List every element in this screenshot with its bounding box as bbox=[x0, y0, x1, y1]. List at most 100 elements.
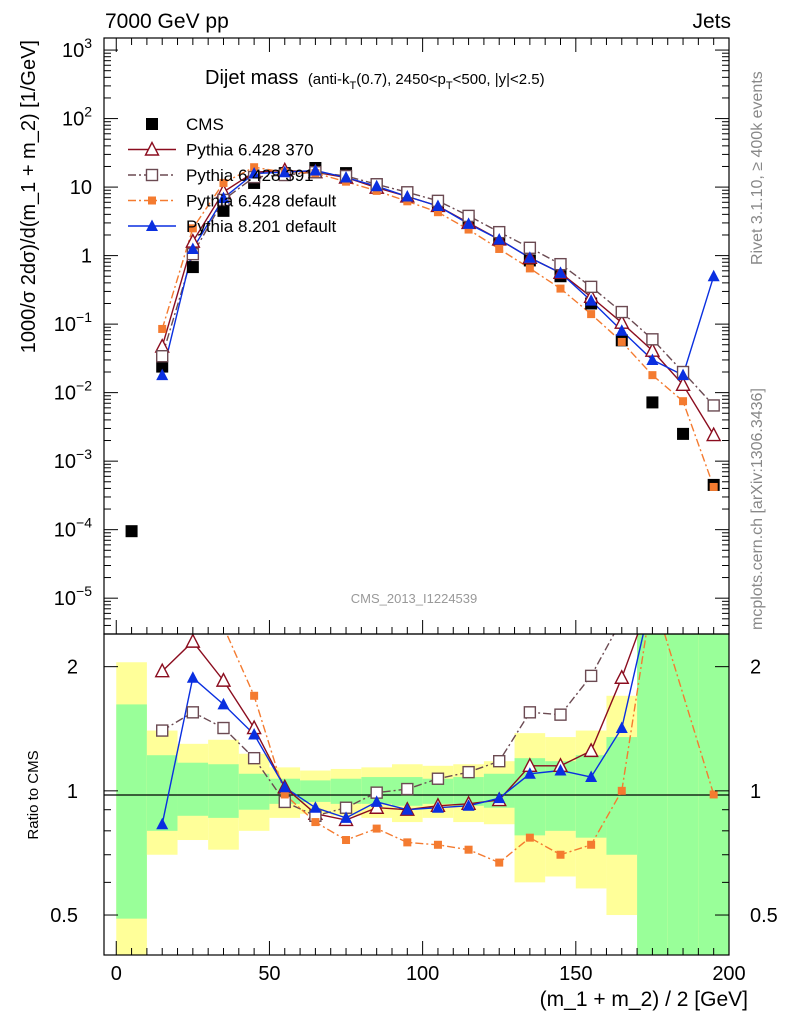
main-y-tick-label-4: 10−1 bbox=[54, 309, 92, 336]
ratio-point-p6_391-13 bbox=[554, 708, 567, 721]
ratio-point-p8_default-11 bbox=[493, 791, 506, 804]
ratio-point-p6_default-6 bbox=[342, 836, 351, 845]
ratio-point-p6_391-14 bbox=[584, 669, 598, 683]
main-point-p8_default-11 bbox=[493, 232, 506, 245]
title-sub-1: (anti-k bbox=[308, 71, 350, 88]
title-sub-5: <500, |y|<2.5) bbox=[453, 71, 545, 88]
ratio-y-tick-label-right-1: 1 bbox=[750, 781, 761, 803]
main-point-p8_default-4 bbox=[278, 165, 291, 178]
ratio-panel-series bbox=[154, 587, 718, 867]
main-point-p8_default-2 bbox=[217, 191, 230, 204]
main-y-tick-base-2: 10 bbox=[54, 451, 76, 473]
main-point-p8_default-18 bbox=[707, 269, 720, 282]
ratio-point-p6_370-14 bbox=[583, 742, 599, 758]
legend-label-p6_391: Pythia 6.428 391 bbox=[186, 166, 314, 185]
ratio-point-p8_default-0 bbox=[156, 817, 169, 830]
ratio-point-p6_default-10 bbox=[464, 845, 473, 854]
ratio-point-p8_default-12 bbox=[523, 767, 536, 779]
band-inner-6 bbox=[300, 780, 331, 802]
band-inner-2 bbox=[177, 762, 209, 816]
legend-marker-p6_default bbox=[148, 196, 156, 205]
title-main: Dijet mass bbox=[205, 67, 298, 89]
legend-label-p6_default: Pythia 6.428 default bbox=[186, 192, 337, 211]
main-point-p6_default-17 bbox=[679, 397, 688, 406]
ratio-point-p6_391-16 bbox=[647, 589, 658, 600]
main-y-tick-base-0: 10 bbox=[54, 588, 76, 610]
ratio-point-p6_370-15 bbox=[614, 669, 630, 684]
main-y-tick-base-6: 10 bbox=[70, 177, 92, 199]
ratio-point-p6_370-7 bbox=[369, 799, 385, 814]
ratio-y-tick-label-left-1: 1 bbox=[67, 781, 78, 803]
mcplots-label: mcplots.cern.ch [arXiv:1306.3436] bbox=[749, 388, 766, 630]
ratio-point-p6_370-16 bbox=[646, 587, 659, 600]
main-point-p6_default-10 bbox=[464, 225, 473, 234]
main-point-p8_default-8 bbox=[401, 189, 414, 202]
main-y-tick-label-3: 10−2 bbox=[54, 378, 92, 405]
main-point-cms-1 bbox=[156, 360, 169, 373]
main-point-p6_370-18 bbox=[706, 426, 722, 442]
axis-ticks: 0 50 100 150 20010−510−410−310−210−111010210… bbox=[50, 35, 778, 985]
ratio-point-p6_391-10 bbox=[462, 765, 475, 779]
main-y-tick-exp-8: 3 bbox=[84, 35, 92, 51]
ratio-point-p6_391-3 bbox=[247, 751, 261, 765]
x-tick-label-200: 200 bbox=[712, 963, 745, 985]
ratio-point-p6_default-11 bbox=[495, 858, 504, 867]
main-point-p6_default-15 bbox=[617, 337, 626, 346]
main-point-p6_default-18 bbox=[709, 482, 718, 491]
ratio-point-p8_default-4 bbox=[278, 780, 291, 793]
ratio-point-p6_default-9 bbox=[433, 840, 442, 849]
ratio-point-p8_default-1 bbox=[186, 671, 199, 683]
ratio-y-tick-label-right-2: 2 bbox=[750, 657, 761, 679]
band-inner-7 bbox=[330, 778, 362, 804]
main-point-p8_default-0 bbox=[156, 368, 169, 381]
ratio-point-p8_default-10 bbox=[462, 799, 475, 811]
main-point-p6_391-16 bbox=[646, 333, 659, 346]
main-point-p8_default-14 bbox=[585, 294, 598, 306]
title-sub-3: (0.7), 2450<p bbox=[356, 71, 446, 88]
ratio-point-p6_391-15 bbox=[616, 614, 627, 625]
ratio-point-p6_default-16 bbox=[648, 590, 656, 598]
main-y-axis-label: 1000/σ 2dσ)/d(m_1 + m_2) [1/GeV] bbox=[18, 40, 40, 353]
legend-label-p6_370: Pythia 6.428 370 bbox=[186, 141, 314, 160]
ratio-point-p8_default-7 bbox=[370, 795, 383, 807]
rivet-label: Rivet 3.1.10, ≥ 400k events bbox=[749, 71, 766, 265]
main-y-tick-label-0: 10−5 bbox=[54, 583, 92, 610]
x-tick-label-150: 150 bbox=[559, 963, 592, 985]
main-point-p6_370-17 bbox=[675, 376, 691, 392]
legend-label-p8_default: Pythia 8.201 default bbox=[186, 217, 337, 236]
ratio-line-p6_391 bbox=[161, 634, 615, 817]
ratio-y-tick-label-left-2: 2 bbox=[67, 657, 78, 679]
main-point-p8_default-10 bbox=[462, 217, 475, 229]
main-y-tick-base-7: 10 bbox=[62, 109, 84, 131]
ratio-point-p8_default-3 bbox=[248, 727, 261, 740]
ratio-point-p6_default-7 bbox=[372, 824, 381, 833]
ratio-point-p8_default-5 bbox=[309, 801, 322, 813]
main-y-tick-exp-2: −3 bbox=[76, 446, 92, 462]
x-tick-label-100: 100 bbox=[406, 963, 439, 985]
ratio-point-p6_default-4 bbox=[280, 790, 289, 799]
ratio-point-p6_391-12 bbox=[523, 706, 537, 719]
ratio-point-p6_default-14 bbox=[587, 840, 596, 849]
title-sub-4: T bbox=[446, 80, 453, 92]
main-point-p6_default-14 bbox=[587, 310, 596, 319]
main-y-tick-label-7: 102 bbox=[62, 104, 92, 131]
ratio-point-p8_default-2 bbox=[217, 697, 230, 710]
main-point-cms-17 bbox=[646, 396, 659, 409]
ratio-point-p6_391-9 bbox=[431, 772, 445, 785]
main-point-p6_default-12 bbox=[525, 264, 534, 273]
header-right: Jets bbox=[692, 10, 731, 33]
main-y-tick-label-8: 103 bbox=[62, 35, 92, 62]
ratio-point-p6_391-11 bbox=[493, 754, 506, 768]
main-point-p8_default-6 bbox=[340, 171, 353, 183]
main-point-cms-3 bbox=[217, 204, 230, 217]
ratio-point-p8_default-16 bbox=[646, 588, 658, 600]
x-axis-label: (m_1 + m_2) / 2 [GeV] bbox=[540, 988, 748, 1011]
header-left: 7000 GeV pp bbox=[105, 10, 229, 33]
x-tick-label-0: 0 bbox=[111, 963, 122, 985]
main-point-p8_default-9 bbox=[431, 199, 444, 211]
ratio-point-p8_default-8 bbox=[401, 803, 414, 815]
ratio-point-p6_391-1 bbox=[186, 706, 200, 719]
main-point-p6_391-18 bbox=[707, 399, 720, 412]
x-tick-label-50: 50 bbox=[258, 963, 280, 985]
